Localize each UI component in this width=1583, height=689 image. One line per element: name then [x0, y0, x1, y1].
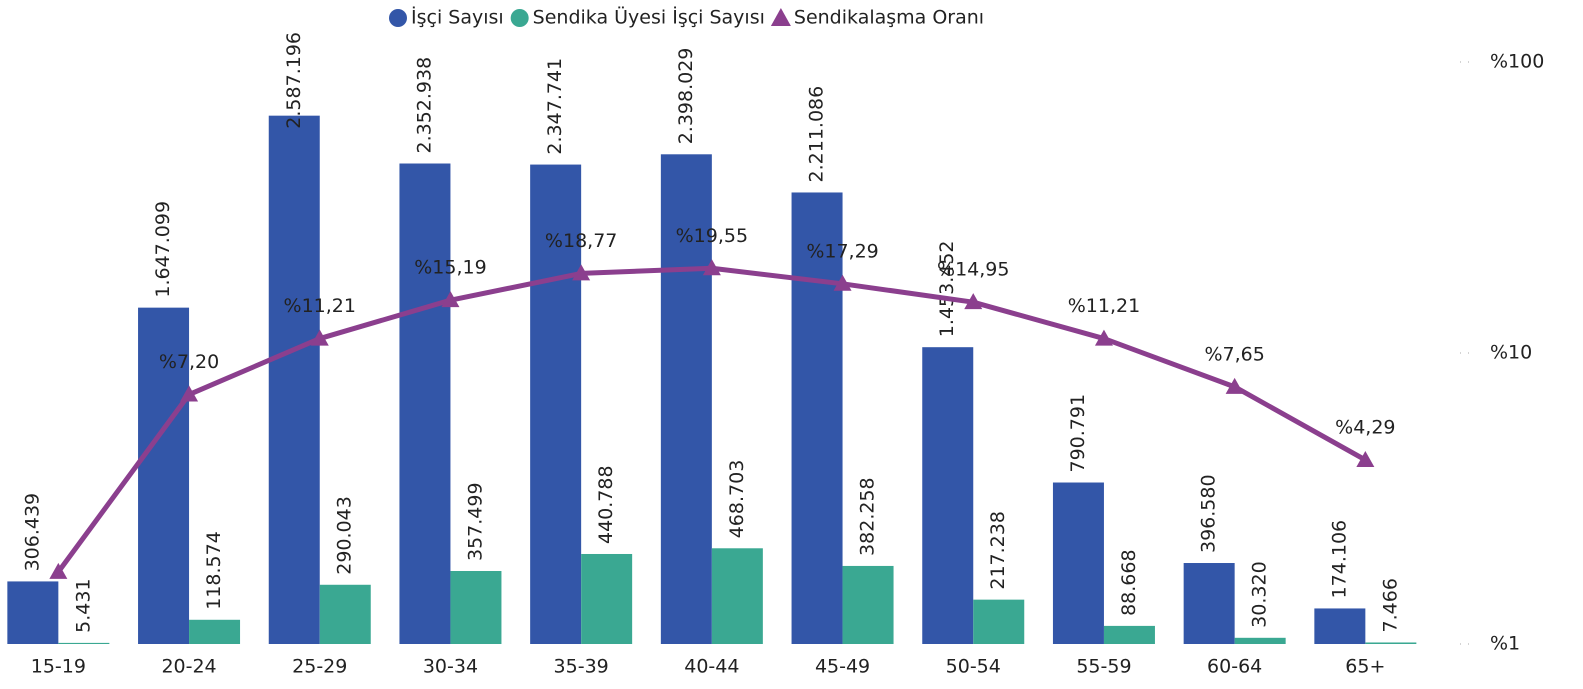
- line-marker: [702, 259, 721, 276]
- bar: [7, 581, 59, 644]
- bar-value-label: 306.439: [21, 493, 43, 572]
- y2-tick-label: %10: [1490, 342, 1532, 364]
- bar-value-label: 5.431: [72, 578, 94, 632]
- bar-value-label: 88.668: [1118, 549, 1140, 615]
- bar: [58, 642, 110, 644]
- line-marker: [1225, 377, 1244, 394]
- bar: [1234, 637, 1286, 644]
- bar-value-label: 30.320: [1249, 561, 1271, 627]
- line-marker: [310, 329, 329, 346]
- bar: [268, 115, 320, 644]
- line-marker: [180, 385, 199, 402]
- legend-marker: [770, 8, 791, 26]
- bar: [1103, 625, 1155, 644]
- line-marker: [1094, 329, 1113, 346]
- bar: [660, 154, 712, 644]
- bar-value-label: 1.453.452: [936, 240, 958, 337]
- line-marker: [964, 293, 983, 310]
- bar-value-label: 174.106: [1328, 520, 1350, 599]
- legend-marker: [389, 9, 407, 27]
- x-tick-label: 15-19: [31, 656, 86, 678]
- line-value-label: %15,19: [414, 257, 486, 279]
- x-tick-label: 60-64: [1207, 656, 1262, 678]
- line-marker: [1356, 450, 1375, 467]
- bar-value-label: 468.703: [726, 460, 748, 539]
- bar: [1314, 608, 1366, 644]
- legend-label: Sendika Üyesi İşçi Sayısı: [533, 6, 765, 29]
- line-marker: [49, 562, 68, 579]
- line-value-label: %17,29: [806, 240, 878, 262]
- line-value-label: %11,21: [284, 295, 356, 317]
- bar: [138, 307, 190, 644]
- x-tick-label: 55-59: [1076, 656, 1131, 678]
- bar-value-label: 440.788: [595, 465, 617, 544]
- bar-value-label: 357.499: [464, 482, 486, 561]
- y2-tick-label: %1: [1490, 633, 1520, 655]
- x-tick-label: 50-54: [946, 656, 1001, 678]
- line-value-label: %7,20: [159, 351, 219, 373]
- bar: [450, 570, 502, 644]
- x-tick-label: 20-24: [161, 656, 216, 678]
- legend-marker: [510, 9, 529, 27]
- x-tick-label: 65+: [1345, 656, 1385, 678]
- bar-value-label: 2.211.086: [806, 86, 828, 183]
- y2-tick-label: %100: [1490, 51, 1544, 73]
- bar-value-label: 2.352.938: [413, 57, 435, 154]
- bar-value-label: 7.466: [1379, 578, 1401, 632]
- x-tick-label: 30-34: [423, 656, 478, 678]
- bar-value-label: 2.587.196: [283, 32, 305, 129]
- bar: [791, 192, 843, 644]
- bar: [399, 163, 451, 644]
- line-value-label: %18,77: [545, 230, 617, 252]
- bar: [530, 164, 582, 644]
- bar: [1365, 642, 1417, 644]
- bar: [973, 599, 1025, 644]
- line-value-label: %14,95: [937, 259, 1009, 281]
- bar: [319, 584, 371, 644]
- bar: [1183, 563, 1235, 644]
- legend-label: Sendikalaşma Oranı: [794, 7, 984, 29]
- line-value-label: %11,21: [1068, 295, 1140, 317]
- bar-value-label: 396.580: [1198, 474, 1220, 553]
- bar-value-label: 118.574: [203, 531, 225, 610]
- line-value-label: %4,29: [1335, 416, 1395, 438]
- bar: [711, 548, 763, 644]
- bar: [1052, 482, 1104, 644]
- bar-value-label: 382.258: [857, 477, 879, 556]
- bar-value-label: 217.238: [987, 511, 1009, 590]
- bar-value-label: 1.647.099: [152, 201, 174, 298]
- line-marker: [441, 291, 460, 308]
- x-tick-label: 25-29: [292, 656, 347, 678]
- x-tick-label: 45-49: [815, 656, 870, 678]
- bar-value-label: 2.347.741: [544, 58, 566, 155]
- line-marker: [833, 274, 852, 291]
- bar: [189, 619, 241, 644]
- bar-value-label: 790.791: [1067, 394, 1089, 473]
- bar: [581, 553, 633, 644]
- legend-label: İşçi Sayısı: [411, 6, 504, 29]
- bar-value-label: 290.043: [334, 496, 356, 575]
- x-tick-label: 35-39: [554, 656, 609, 678]
- line-marker: [572, 264, 591, 281]
- bar: [842, 565, 894, 644]
- bar: [922, 347, 974, 644]
- line-value-label: %19,55: [676, 225, 748, 247]
- line-value-label: %7,65: [1204, 343, 1264, 365]
- x-tick-label: 40-44: [684, 656, 739, 678]
- bar-value-label: 2.398.029: [675, 48, 697, 145]
